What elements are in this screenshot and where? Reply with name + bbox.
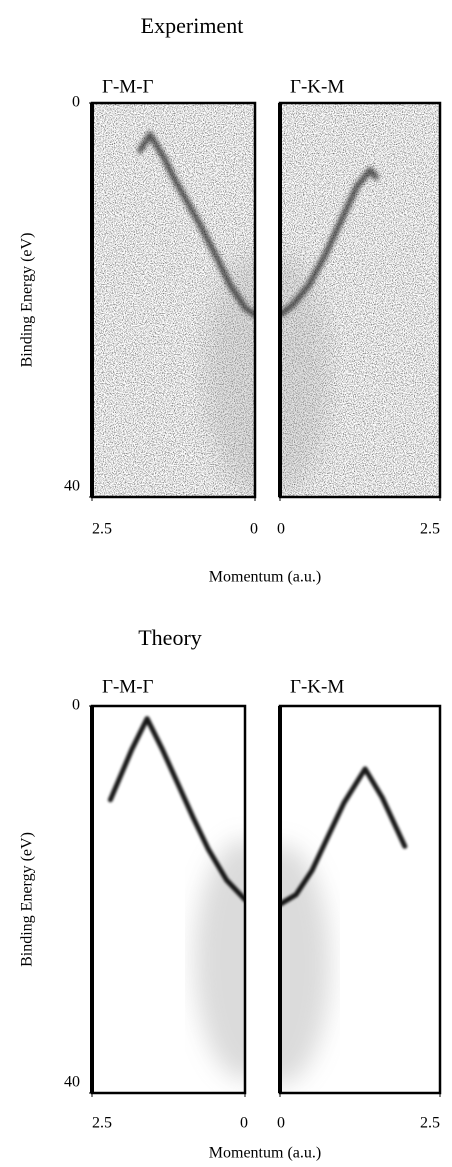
x-tick-label: 2.5: [420, 1115, 440, 1132]
panel-label: Γ-K-M: [290, 676, 344, 697]
panel-content: [92, 103, 255, 497]
x-tick-label: 0: [240, 1115, 248, 1132]
panel-label: Γ-K-M: [290, 76, 344, 97]
panel-content: [280, 103, 440, 497]
y-tick-label: 40: [64, 478, 80, 495]
y-axis-label: Binding Energy (eV): [19, 233, 36, 368]
panel: [90, 101, 257, 499]
diffuse-glow: [205, 254, 255, 495]
band-curve: [280, 167, 379, 318]
y-tick-label: 0: [72, 697, 80, 714]
diffuse-glow: [280, 254, 330, 495]
x-tick-label: 2.5: [92, 521, 112, 538]
y-axis-label: Binding Energy (eV): [19, 832, 36, 967]
panel-label: Γ-M-Γ: [102, 676, 154, 697]
diffuse-glow: [280, 844, 330, 1085]
x-tick-label: 0: [250, 521, 258, 538]
band-curve: [107, 716, 245, 902]
band-curve: [137, 131, 255, 318]
panel-content: [280, 706, 440, 1093]
x-tick-label: 0: [277, 521, 285, 538]
panel-content: [92, 706, 245, 1093]
x-axis-label: Momentum (a.u.): [209, 1145, 321, 1162]
figure-title: Experiment: [141, 13, 244, 38]
band-curve: [280, 766, 408, 907]
panel: [278, 101, 442, 499]
panel-label: Γ-M-Γ: [102, 76, 154, 97]
x-axis-label: Momentum (a.u.): [209, 569, 321, 586]
figure-title: Theory: [138, 625, 202, 650]
x-tick-label: 0: [277, 1115, 285, 1132]
y-tick-label: 40: [64, 1074, 80, 1091]
panel: [278, 704, 442, 1095]
x-tick-label: 2.5: [420, 521, 440, 538]
diffuse-glow: [195, 839, 245, 1080]
y-tick-label: 0: [72, 94, 80, 111]
panel: [90, 704, 247, 1095]
x-tick-label: 2.5: [92, 1115, 112, 1132]
